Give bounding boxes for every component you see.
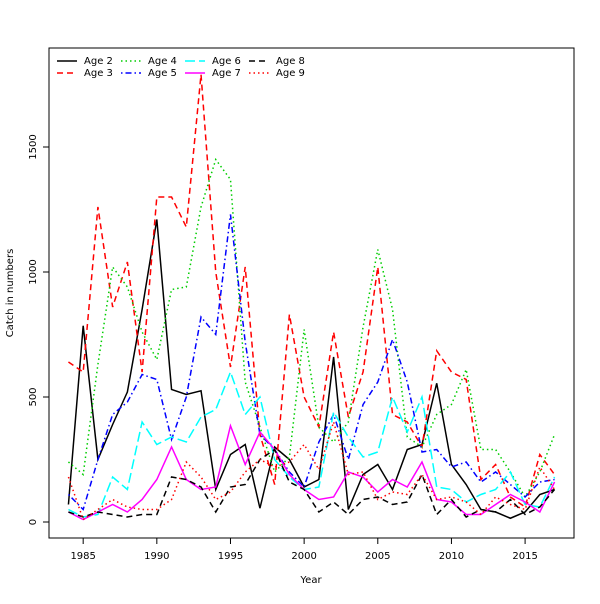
series-line xyxy=(67,419,556,521)
series-line xyxy=(67,214,555,511)
series-line xyxy=(68,74,556,509)
series-line xyxy=(67,157,556,499)
x-tick-label: 2010 xyxy=(439,551,464,562)
legend-label: Age 7 xyxy=(212,68,241,79)
plot-box xyxy=(48,47,575,539)
y-tick-label: 1000 xyxy=(28,259,39,284)
series-line xyxy=(68,448,556,518)
x-tick-label: 1990 xyxy=(144,551,169,562)
y-tick-label: 0 xyxy=(28,519,39,525)
legend-label: Age 9 xyxy=(276,68,305,79)
series-line xyxy=(67,219,555,520)
y-tick-label: 500 xyxy=(28,387,39,406)
legend-label: Age 4 xyxy=(148,56,177,67)
legend-label: Age 6 xyxy=(212,56,241,67)
series-line xyxy=(68,369,556,518)
x-tick-label: 2005 xyxy=(365,551,390,562)
legend-label: Age 8 xyxy=(276,56,305,67)
legend-label: Age 5 xyxy=(148,68,177,79)
legend-label: Age 2 xyxy=(84,56,113,67)
y-tick-label: 1500 xyxy=(28,134,39,159)
x-tick-label: 2000 xyxy=(291,551,316,562)
x-axis-label: Year xyxy=(299,575,322,586)
x-tick-label: 1995 xyxy=(218,551,243,562)
legend-label: Age 3 xyxy=(84,68,113,79)
series-line xyxy=(68,423,556,521)
y-axis-label: Catch in numbers xyxy=(5,249,16,338)
x-tick-label: 1985 xyxy=(70,551,95,562)
x-tick-label: 2015 xyxy=(512,551,537,562)
